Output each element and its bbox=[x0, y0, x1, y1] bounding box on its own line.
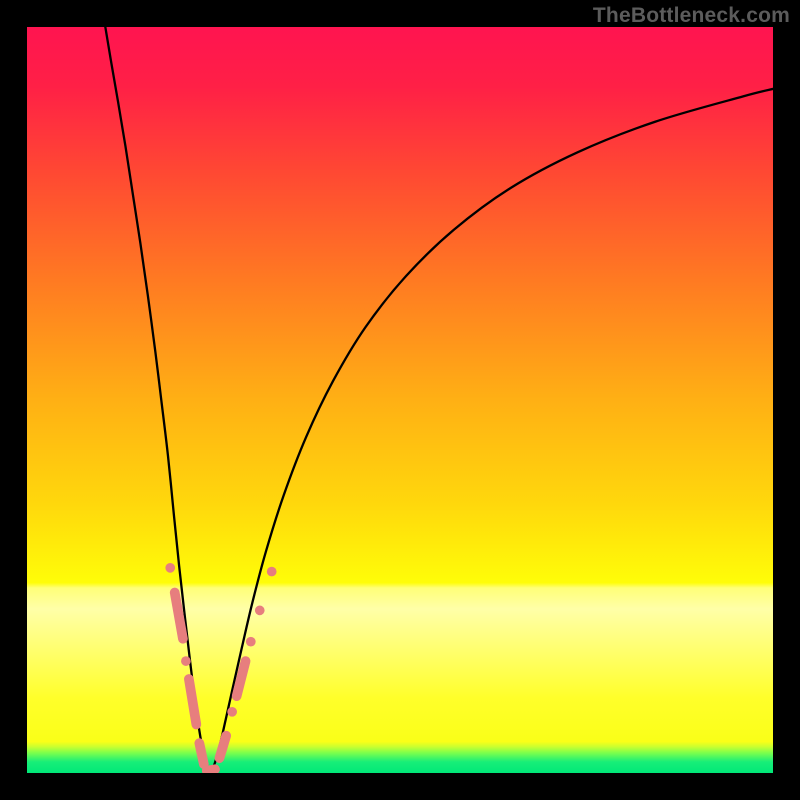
marker-dot bbox=[255, 606, 265, 616]
marker-dot bbox=[267, 567, 277, 577]
marker-pill bbox=[219, 736, 226, 758]
plot-svg bbox=[27, 27, 773, 773]
marker-pill bbox=[199, 743, 203, 764]
watermark-text: TheBottleneck.com bbox=[593, 4, 790, 28]
gradient-background bbox=[27, 27, 773, 773]
plot-frame bbox=[27, 27, 773, 773]
marker-pill bbox=[207, 769, 215, 770]
marker-dot bbox=[165, 563, 175, 573]
marker-dot bbox=[246, 637, 256, 647]
marker-dot bbox=[227, 707, 237, 717]
marker-dot bbox=[181, 656, 191, 666]
chart-container: TheBottleneck.com bbox=[0, 0, 800, 800]
